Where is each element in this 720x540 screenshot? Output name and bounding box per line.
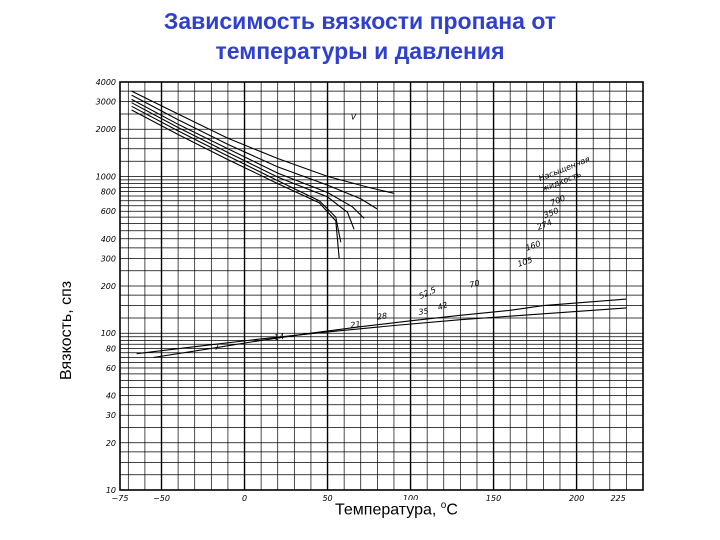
x-tick-label: 0 <box>242 494 247 503</box>
y-tick-label: 600 <box>101 207 116 216</box>
x-tick-label: 50 <box>322 494 332 503</box>
series-line-1 <box>131 90 395 194</box>
y-tick-label: 2000 <box>96 125 116 134</box>
tick-labels: 4000300020001000800600400300200100806040… <box>96 78 626 503</box>
annotation-label: V <box>351 113 357 122</box>
annotation-label: 52,5 <box>418 285 438 301</box>
series-line-8 <box>136 307 627 355</box>
x-tick-label: 200 <box>569 494 584 503</box>
y-tick-label: 300 <box>101 254 116 263</box>
y-tick-label: 4000 <box>96 78 116 87</box>
y-axis-label: Вязкость, спз <box>58 280 75 380</box>
series-line-4 <box>131 102 355 230</box>
annotation-label: 42 <box>436 300 449 312</box>
y-tick-label: 10 <box>106 486 116 495</box>
chart-title: Зависимость вязкости пропана от температ… <box>0 6 720 66</box>
y-tick-label: 3000 <box>96 98 116 107</box>
annotation-label: 274 <box>536 218 554 232</box>
y-tick-label: 30 <box>106 411 116 420</box>
series-line-6 <box>131 109 340 259</box>
x-tick-label: 150 <box>486 494 501 503</box>
annotation-label: 350 <box>542 206 560 220</box>
y-tick-label: 800 <box>101 188 116 197</box>
annotation-label: 21 <box>350 320 361 330</box>
annotation-label: 35 <box>418 306 429 316</box>
y-tick-label: 400 <box>101 235 116 244</box>
x-tick-label: −50 <box>153 494 170 503</box>
title-line-2: температуры и давления <box>215 38 505 64</box>
x-tick-label: 225 <box>610 494 625 503</box>
series-line-7 <box>153 298 627 359</box>
curves <box>131 90 627 359</box>
series-line-5 <box>131 105 342 243</box>
y-tick-label: 1000 <box>96 172 116 181</box>
annotation-label: 14 <box>273 332 284 342</box>
plot-frame <box>119 81 644 491</box>
annotation-label: 70 <box>469 278 481 289</box>
series-line-3 <box>131 98 365 219</box>
y-tick-label: 20 <box>106 439 116 448</box>
x-axis-label-unit: C <box>446 501 458 519</box>
x-tick-label: −75 <box>112 494 129 503</box>
grid <box>119 81 644 491</box>
series-line-2 <box>131 94 378 210</box>
annotation-label: 7 <box>214 342 221 352</box>
x-axis-label-main: Температура, <box>335 501 441 519</box>
x-axis-label: Температура, oC <box>333 500 460 520</box>
x-tick-label: 100 <box>403 494 418 503</box>
y-tick-label: 200 <box>101 282 116 291</box>
y-tick-label: 80 <box>106 344 116 353</box>
annotation-label: 105 <box>516 255 533 268</box>
title-line-1: Зависимость вязкости пропана от <box>163 8 557 34</box>
y-tick-label: 40 <box>106 392 116 401</box>
y-tick-label: 100 <box>101 329 116 338</box>
y-tick-label: 60 <box>106 364 116 373</box>
x-axis-label-degree: o <box>440 500 447 511</box>
annotation-label: 28 <box>376 311 387 321</box>
